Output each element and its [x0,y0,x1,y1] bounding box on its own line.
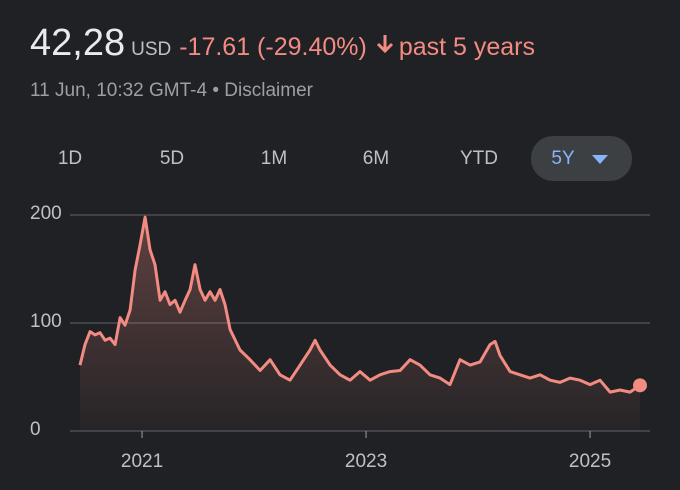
last-point [633,378,647,393]
y-tick-label: 100 [30,311,62,332]
currency: USD [131,39,172,60]
range-tab[interactable]: 5Y [551,148,575,169]
x-tick-label: 2021 [121,451,163,472]
timestamp: 11 Jun, 10:32 GMT-4 • Disclaimer [30,80,313,101]
x-tick-label: 2025 [569,451,611,472]
selected-tab-bg [531,136,632,181]
price-line [78,215,641,394]
y-tick-label: 0 [30,419,41,440]
range-tab[interactable]: 1M [261,148,287,169]
range-tab[interactable]: 1D [58,148,82,169]
price: 42,28 [30,22,126,64]
price-header: 42,28 USD -17.61 (-29.40%) past 5 years [30,22,535,65]
range-tab[interactable]: 6M [363,148,389,169]
y-tick-label: 200 [30,203,62,224]
down-arrow [376,34,393,53]
range-tab[interactable]: YTD [460,148,498,169]
dropdown-icon [592,155,608,164]
range-tab[interactable]: 5D [160,148,184,169]
price-change: -17.61 (-29.40%) [179,33,367,61]
area [80,217,640,431]
period: past 5 years [398,33,536,61]
x-tick-label: 2023 [345,451,387,472]
